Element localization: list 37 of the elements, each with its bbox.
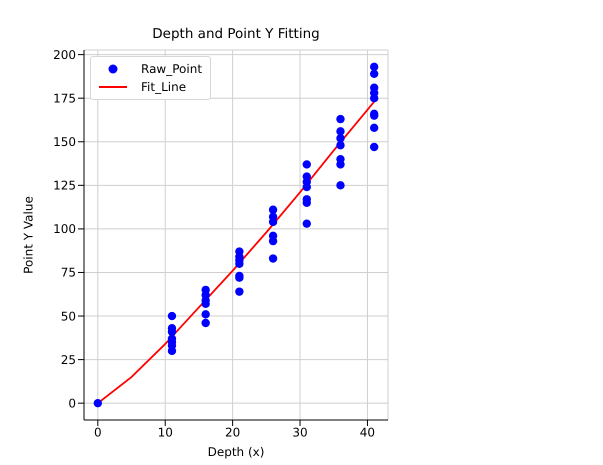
y-tick-label: 50 xyxy=(60,309,76,324)
point xyxy=(336,181,345,190)
y-tick-label: 75 xyxy=(60,266,76,280)
y-tick-label: 125 xyxy=(53,178,76,193)
point xyxy=(201,318,210,328)
x-axis-title: Depth (x) xyxy=(208,445,264,459)
chart-title: Depth and Point Y Fitting xyxy=(151,26,321,42)
point xyxy=(268,206,278,214)
point xyxy=(201,310,210,318)
point xyxy=(370,70,378,78)
point xyxy=(370,62,378,72)
point xyxy=(268,254,278,263)
y-axis-title: Point Y Value xyxy=(21,196,36,274)
point xyxy=(336,134,345,142)
y-tick-label: 25 xyxy=(60,352,76,367)
x-tick-label: 10 xyxy=(158,426,173,440)
y-tick-label: 100 xyxy=(53,222,76,236)
point xyxy=(336,127,345,136)
legend-label: Raw_Point xyxy=(141,61,202,78)
x-tick-label: 40 xyxy=(360,426,376,440)
x-tick-label: 30 xyxy=(292,426,308,440)
x-tick-label: 0 xyxy=(94,426,102,440)
point xyxy=(336,114,345,124)
point xyxy=(370,124,378,132)
y-tick-label: 200 xyxy=(53,48,76,62)
point xyxy=(336,141,345,150)
legend-label: Fit_Line xyxy=(141,79,186,96)
point xyxy=(235,287,244,296)
point xyxy=(302,219,311,228)
y-tick-label: 150 xyxy=(53,135,76,150)
y-tick-label: 175 xyxy=(53,91,76,106)
point xyxy=(94,398,102,408)
point xyxy=(302,160,311,169)
point xyxy=(370,142,378,152)
y-tick-label: 0 xyxy=(68,396,76,410)
point xyxy=(168,312,176,320)
x-tick-label: 20 xyxy=(224,426,240,440)
